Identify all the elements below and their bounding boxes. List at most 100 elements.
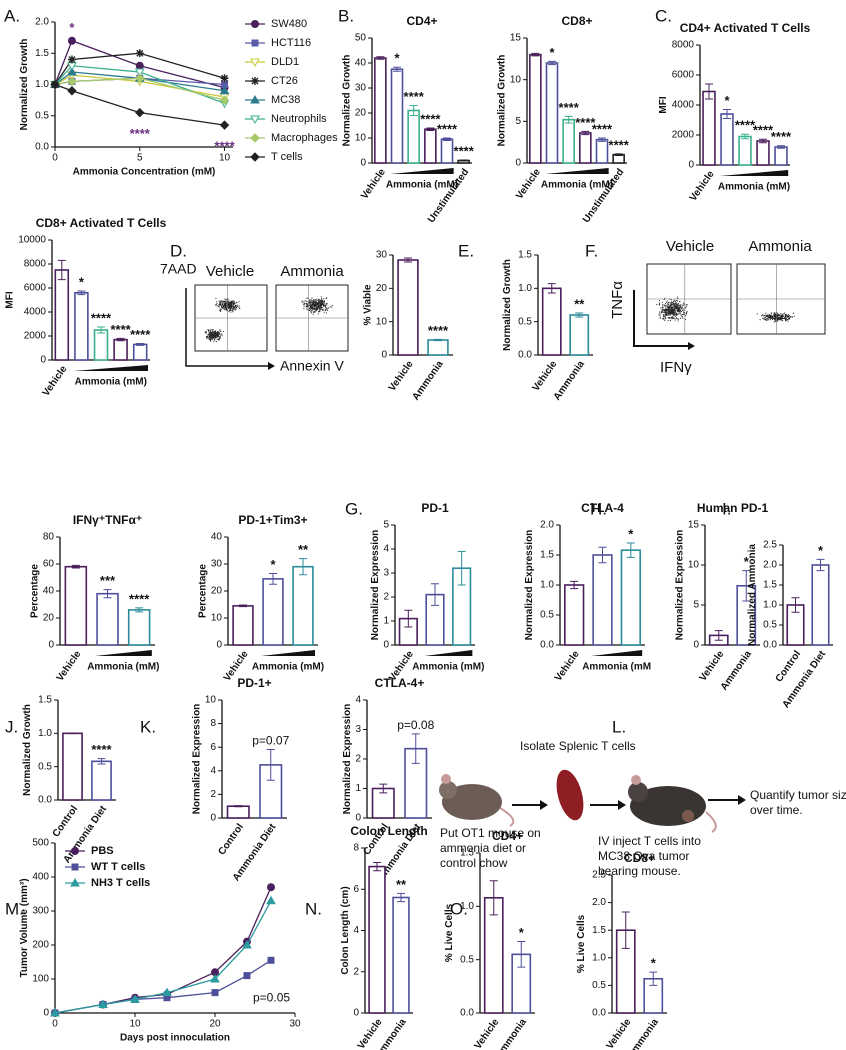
flow-event: [665, 303, 667, 305]
flow-event: [302, 303, 304, 305]
flow-event: [769, 319, 771, 321]
flow-event: [232, 300, 234, 302]
flow-event: [208, 329, 210, 331]
legend-label: CT26: [271, 75, 298, 87]
flow-event: [236, 301, 238, 303]
mouse-tail: [499, 807, 515, 827]
flow-event: [785, 318, 787, 320]
y-axis-label: Normalized Expression: [342, 704, 353, 815]
y-tick-label: 0.0: [35, 142, 49, 153]
flow-event: [789, 316, 791, 318]
flow-event: [222, 306, 224, 308]
flow-event: [780, 316, 782, 318]
bar: [392, 896, 410, 1014]
flow-event: [685, 318, 687, 320]
x-tick-label: 10: [129, 1019, 141, 1030]
flow-event: [238, 305, 240, 307]
flow-event: [230, 301, 232, 303]
x-group-label: Ammonia (mM): [252, 662, 324, 673]
flow-event: [777, 317, 779, 319]
flow-event: [763, 314, 765, 316]
panel-label: D.: [170, 241, 187, 260]
y-tick-label: 15: [510, 33, 522, 44]
flow-event: [673, 314, 675, 316]
flow-event: [315, 309, 317, 311]
bar: [93, 329, 109, 361]
flow-event: [229, 305, 231, 307]
flow-event: [669, 312, 671, 314]
flow-event: [776, 316, 778, 318]
flow-event: [664, 309, 666, 311]
error-bar: [266, 749, 275, 781]
flow-event: [672, 309, 674, 311]
flow-event: [785, 320, 787, 322]
flow-event: [665, 314, 667, 316]
flow-event: [319, 308, 321, 310]
flow-event: [317, 303, 319, 305]
error-bar: [434, 338, 442, 342]
flow-event: [218, 306, 220, 308]
legend-label: MC38: [271, 94, 300, 106]
schematic-step: bearing mouse.: [598, 864, 681, 878]
flow-event: [663, 318, 665, 320]
flow-event: [238, 301, 240, 303]
flow-event: [666, 312, 668, 314]
flow-event: [675, 302, 677, 304]
flow-event: [769, 317, 771, 319]
y-tick-label: 80: [43, 532, 55, 543]
flow-event: [314, 299, 316, 301]
flow-event: [664, 309, 666, 311]
flow-event: [303, 301, 305, 303]
flow-event: [324, 305, 326, 307]
error-bar: [598, 137, 606, 142]
bar: [756, 140, 770, 166]
mouse-ear: [631, 775, 641, 785]
flow-event: [674, 316, 676, 318]
flow-event: [778, 316, 780, 318]
flow-event: [679, 313, 681, 315]
flow-event: [231, 302, 233, 304]
flow-event: [659, 316, 661, 318]
flow-event: [775, 314, 777, 316]
flow-event: [303, 305, 305, 307]
flow-event: [228, 310, 230, 312]
flow-event: [238, 307, 240, 309]
flow-event: [669, 306, 671, 308]
flow-event: [782, 318, 784, 320]
error-bar: [97, 326, 105, 334]
flow-event: [674, 305, 676, 307]
flow-event: [226, 307, 228, 309]
flow-event: [668, 305, 670, 307]
flow-event: [318, 306, 320, 308]
y-tick-label: 10: [510, 74, 522, 85]
flow-event: [670, 306, 672, 308]
marker: [250, 133, 260, 143]
flow-event: [205, 332, 207, 334]
flow-event: [320, 300, 322, 302]
flow-event: [310, 301, 312, 303]
flow-event: [314, 303, 316, 305]
sample-label: Vehicle: [206, 263, 254, 280]
flow-event: [678, 313, 680, 315]
flow-event: [306, 297, 308, 299]
flow-event: [323, 305, 325, 307]
flow-event: [680, 310, 682, 312]
y-tick-label: 4000: [672, 100, 695, 111]
flow-event: [229, 306, 231, 308]
error-bar: [404, 609, 413, 628]
significance: ****: [753, 123, 774, 138]
flow-event: [317, 302, 319, 304]
flow-event: [663, 314, 665, 316]
flow-event: [304, 302, 306, 304]
flow-event: [670, 314, 672, 316]
x-tick-label: 30: [289, 1019, 301, 1030]
significance: *: [651, 956, 657, 971]
flow-event: [319, 307, 321, 309]
flow-event: [317, 305, 319, 307]
y-tick-label: 4000: [24, 307, 47, 318]
significance: ****: [771, 129, 792, 144]
flow-event: [667, 311, 669, 313]
flow-event: [664, 316, 666, 318]
flow-event: [672, 310, 674, 312]
axis-label: TNFα: [609, 281, 626, 319]
